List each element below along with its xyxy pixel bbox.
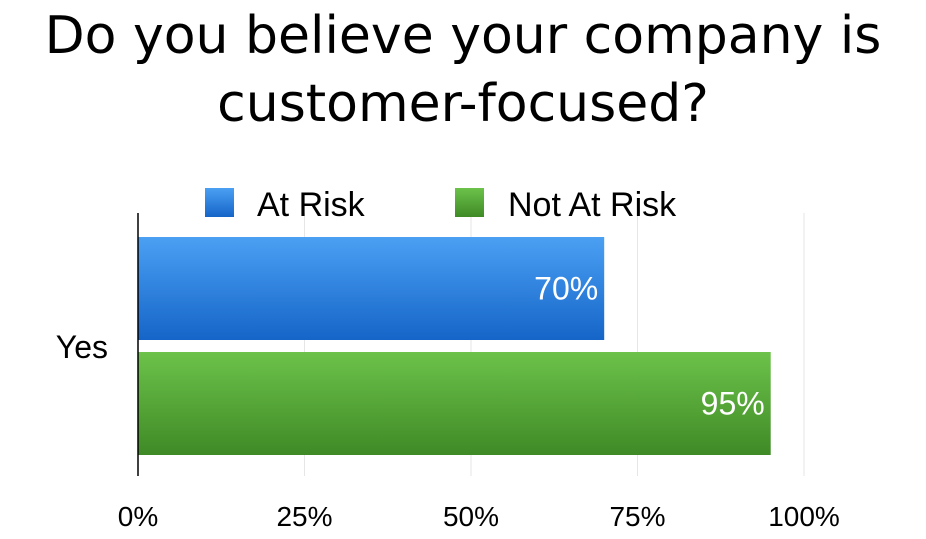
data-labels: 70% 95% — [534, 271, 765, 422]
chart-title: Do you believe your company is customer-… — [0, 2, 926, 138]
x-tick-label-1: 25% — [276, 501, 332, 532]
legend-label-at-risk: At Risk — [257, 186, 366, 224]
x-tick-labels: 0% 25% 50% 75% 100% — [118, 501, 840, 532]
bar-at-risk-yes — [138, 237, 605, 340]
x-tick-label-4: 100% — [768, 501, 840, 532]
x-tick-label-2: 50% — [443, 501, 499, 532]
x-tick-label-0: 0% — [118, 501, 158, 532]
legend-swatch-not-at-risk — [455, 188, 484, 217]
chart-title-text: Do you believe your company is customer-… — [44, 6, 882, 134]
bar-not-at-risk-yes — [138, 352, 771, 455]
data-label-at-risk: 70% — [534, 271, 598, 307]
legend-label-not-at-risk: Not At Risk — [508, 186, 677, 224]
legend: At Risk Not At Risk — [205, 186, 677, 224]
data-label-not-at-risk: 95% — [701, 386, 765, 422]
x-tick-label-3: 75% — [609, 501, 665, 532]
bars — [138, 237, 771, 455]
category-label-yes: Yes — [56, 329, 108, 365]
category-labels: Yes — [56, 329, 108, 365]
legend-swatch-at-risk — [205, 188, 234, 217]
